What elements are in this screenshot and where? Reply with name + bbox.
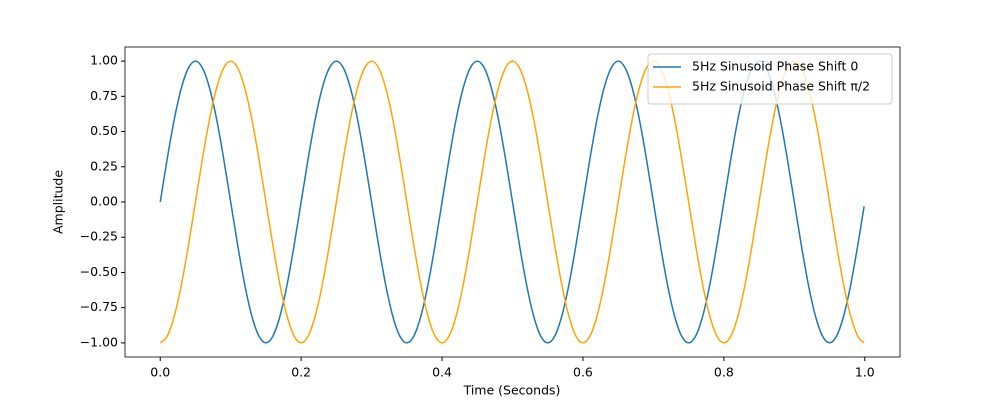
- series-line: [159, 60, 865, 344]
- y-tick-label: 0.25: [90, 158, 118, 173]
- plot-frame: [124, 46, 901, 358]
- legend-box: [647, 53, 893, 105]
- x-axis-label: Time (Seconds): [463, 383, 561, 398]
- y-tick-label: −0.75: [80, 299, 118, 314]
- y-tick-label: −0.50: [80, 264, 118, 279]
- x-tick-label: 0.0: [150, 365, 170, 380]
- legend: 5Hz Sinusoid Phase Shift 0 5Hz Sinusoid P…: [647, 53, 893, 105]
- legend-label: 5Hz Sinusoid Phase Shift 0: [692, 59, 858, 74]
- y-axis-label: Amplitude: [51, 170, 66, 234]
- y-tick-label: 0.50: [90, 123, 118, 138]
- y-tick-label: −0.25: [80, 229, 118, 244]
- y-tick-label: 0.75: [90, 88, 118, 103]
- y-tick-label: 0.00: [90, 194, 118, 209]
- x-tick-label: 0.8: [714, 365, 734, 380]
- y-tick-label: 1.00: [90, 53, 118, 68]
- x-tick-label: 0.2: [291, 365, 311, 380]
- y-tick-label: −1.00: [80, 334, 118, 349]
- x-tick-label: 0.4: [432, 365, 452, 380]
- legend-label: 5Hz Sinusoid Phase Shift π/2: [692, 79, 870, 94]
- x-tick-label: 1.0: [855, 365, 875, 380]
- x-tick-label: 0.6: [573, 365, 593, 380]
